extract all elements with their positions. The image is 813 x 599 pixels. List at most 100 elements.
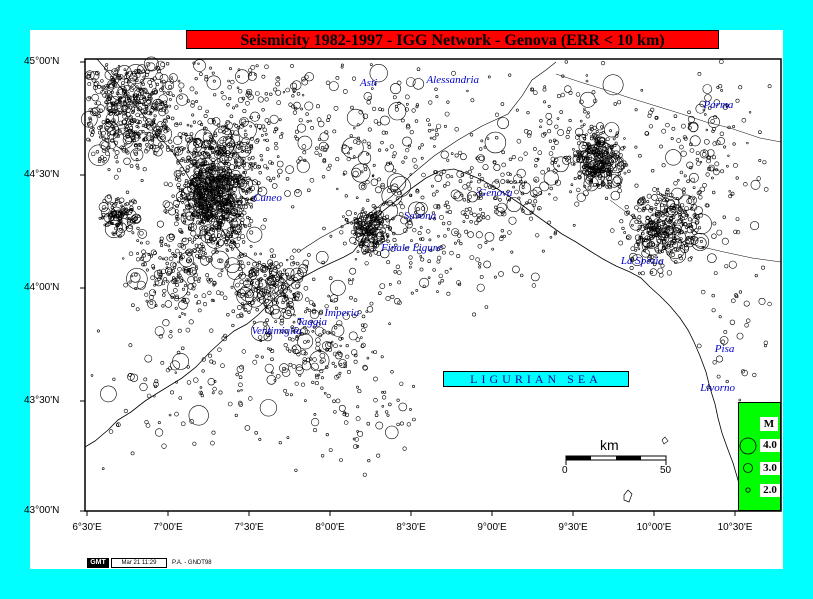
epicenter (252, 359, 258, 365)
epicenter (192, 150, 196, 155)
epicenter (719, 336, 729, 345)
epicenter (394, 107, 400, 112)
epicenter (750, 179, 761, 190)
epicenter (411, 384, 415, 388)
epicenter (387, 402, 392, 407)
epicenter (331, 361, 335, 366)
epicenter (203, 156, 207, 159)
epicenter (698, 195, 703, 200)
epicenter (296, 248, 301, 253)
epicenter (581, 165, 586, 169)
epicenter (96, 329, 100, 333)
epicenter (381, 404, 385, 408)
epicenter (663, 205, 669, 211)
epicenter (386, 173, 407, 193)
epicenter (681, 213, 686, 218)
epicenter (634, 243, 639, 248)
epicenter (106, 90, 111, 94)
epicenter (196, 172, 202, 178)
epicenter (131, 303, 135, 308)
epicenter (220, 91, 224, 95)
epicenter (427, 123, 431, 127)
epicenter (168, 256, 174, 262)
epicenter (205, 273, 210, 278)
epicenter (238, 402, 244, 407)
epicenter (405, 102, 409, 106)
epicenter (87, 82, 92, 86)
epicenter (380, 220, 385, 224)
epicenter (654, 246, 660, 252)
epicenter (302, 259, 310, 267)
lon-label-7-00: 7°00'E (153, 522, 183, 533)
epicenter (200, 168, 203, 171)
epicenter (201, 247, 206, 252)
epicenter (654, 206, 658, 210)
epicenter (713, 168, 720, 176)
epicenter (290, 337, 295, 342)
epicenter (576, 187, 581, 193)
epicenter (767, 301, 772, 307)
epicenter (224, 127, 229, 132)
epicenter (567, 155, 572, 160)
epicenter (291, 205, 295, 209)
epicenter (601, 142, 609, 151)
epicenter (322, 159, 327, 164)
epicenter (87, 122, 93, 128)
epicenter (241, 137, 251, 146)
epicenter (199, 386, 203, 389)
epicenter (466, 89, 469, 93)
place-alessandria: Alessandria (426, 74, 479, 87)
epicenter (269, 312, 272, 316)
epicenter (720, 89, 724, 92)
epicenter (521, 186, 525, 190)
epicenter (189, 250, 193, 254)
epicenter (484, 241, 488, 245)
epicenter (197, 204, 201, 208)
epicenter (370, 178, 379, 187)
epicenter (316, 322, 321, 327)
epicenter (160, 62, 166, 67)
epicenter (90, 374, 94, 377)
epicenter (572, 150, 580, 157)
epicenter (137, 126, 140, 129)
epicenter (383, 390, 387, 394)
epicenter (177, 243, 183, 248)
epicenter (234, 156, 245, 167)
epicenter (269, 92, 273, 97)
epicenter (235, 104, 239, 108)
epicenter (292, 291, 303, 302)
epicenter (609, 129, 613, 133)
epicenter (625, 210, 630, 215)
epicenter (360, 232, 364, 237)
epicenter (676, 219, 682, 225)
epicenter (257, 260, 262, 265)
epicenter (384, 162, 394, 173)
epicenter (420, 156, 424, 160)
epicenter (704, 203, 709, 208)
epicenter (666, 198, 675, 208)
epicenter (310, 362, 319, 371)
epicenter (500, 179, 506, 184)
epicenter (349, 236, 357, 244)
epicenter (360, 210, 365, 214)
epicenter (197, 193, 215, 212)
epicenter (168, 207, 177, 216)
epicenter (189, 132, 194, 136)
epicenter (212, 281, 217, 286)
epicenter (154, 379, 159, 384)
lat-label-43-30: 43°30'N (24, 395, 60, 406)
epicenter (553, 140, 559, 145)
epicenter (352, 437, 356, 441)
epicenter (212, 117, 221, 126)
epicenter (239, 117, 249, 127)
epicenter (208, 277, 213, 282)
epicenter (312, 357, 317, 362)
epicenter (376, 231, 385, 240)
epicenter (114, 197, 118, 201)
epicenter (600, 176, 605, 181)
epicenter (232, 153, 237, 158)
epicenter (533, 147, 537, 151)
epicenter (225, 161, 229, 165)
epicenter (123, 75, 128, 79)
epicenter (242, 171, 245, 174)
